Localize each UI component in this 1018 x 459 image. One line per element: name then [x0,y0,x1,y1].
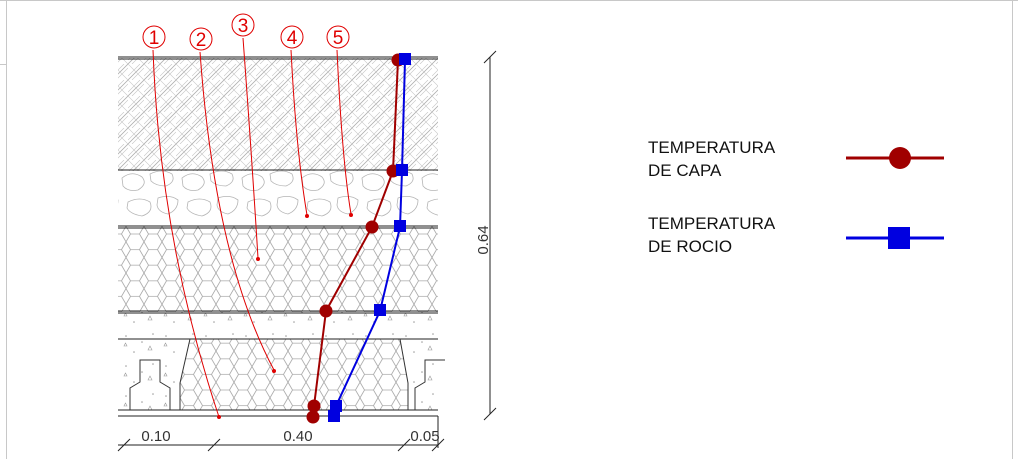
layer-hatched [118,58,438,171]
callout-5: 5 [326,25,350,49]
temperatura-rocio-markers [328,53,411,422]
layer-concrete-right [408,339,438,410]
layer-concrete [118,312,438,339]
layer-concrete-left [118,339,180,410]
callout-2: 2 [189,27,213,51]
rocio-marker [330,400,342,412]
frame-stub [0,64,6,65]
support-brackets [129,338,445,410]
svg-text:1: 1 [149,28,160,49]
rocio-marker [328,410,340,422]
capa-marker [319,304,333,318]
dimension-segment-1: 0.10 [141,428,170,445]
legend-capa-label: TEMPERATURA DE CAPA [648,138,776,180]
callout-anchors [217,213,353,419]
capa-marker [307,399,321,413]
rocio-marker [394,220,406,232]
dimension-segment-2: 0.40 [283,428,312,445]
frame-left-border [6,0,7,459]
callout-4: 4 [280,25,304,49]
legend-rocio-label: TEMPERATURA DE ROCIO [648,214,776,256]
layer-stone [118,171,438,226]
height-dimension [483,50,497,421]
rocio-marker [396,164,408,176]
height-dimension-label: 0.64 [475,225,492,254]
frame-top-border [0,0,1018,1]
callout-1: 1 [142,25,166,49]
layer-hex-bottom [180,339,408,410]
layer-hexagonal [118,226,438,312]
callout-leaders [152,37,352,418]
svg-text:2: 2 [196,30,207,51]
bottom-dimension [117,416,445,452]
capa-marker [365,220,379,234]
callout-3: 3 [231,13,255,37]
rocio-marker [399,53,411,65]
rocio-marker [374,304,386,316]
frame-right-border [1012,0,1013,459]
svg-text:5: 5 [333,28,344,49]
dimension-segment-3: 0.05 [410,428,439,445]
svg-text:3: 3 [238,16,249,37]
legend-rocio-symbol [846,227,944,249]
svg-text:4: 4 [287,28,298,49]
capa-marker [306,410,320,424]
legend-capa-symbol [846,147,944,169]
